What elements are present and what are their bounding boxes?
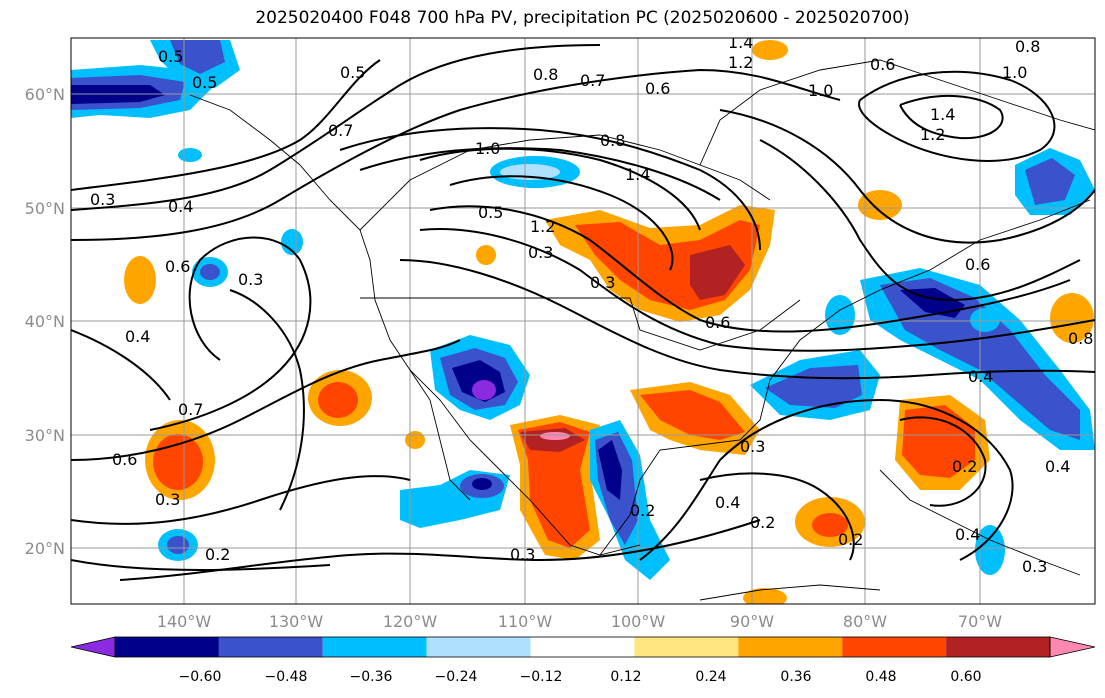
contour-label: 1.0 [475, 139, 500, 158]
colorbar [70, 636, 1096, 658]
lon-label-130w: 130°W [269, 612, 324, 631]
colorbar-tick: 0.48 [865, 669, 896, 685]
contour-label: 0.8 [600, 131, 625, 150]
contour-label: 1.4 [625, 165, 650, 184]
contour-label: 1.4 [930, 105, 955, 124]
colorbar-segment [842, 637, 947, 657]
colorbar-segment [218, 637, 323, 657]
contour-label: 0.3 [1022, 557, 1047, 576]
contour-label: 0.7 [580, 71, 605, 90]
contour-label: 1.2 [530, 217, 555, 236]
contour-label: 0.3 [528, 243, 553, 262]
contour-label: 0.7 [328, 121, 353, 140]
lon-label-70w: 70°W [958, 612, 1002, 631]
contour-label: 0.6 [645, 79, 670, 98]
colorbar-extend-high [1049, 636, 1096, 658]
contour-label: 0.3 [740, 437, 765, 456]
contour-label: 0.4 [1045, 457, 1070, 476]
colorbar-segment [946, 637, 1050, 657]
contour-label: 1.2 [920, 125, 945, 144]
colorbar-segment [322, 637, 427, 657]
lon-label-100w: 100°W [611, 612, 666, 631]
lon-label-90w: 90°W [730, 612, 774, 631]
map-frame [70, 37, 1096, 605]
contour-label: 0.6 [870, 55, 895, 74]
contour-label: 0.8 [1015, 37, 1040, 56]
contour-label: 0.4 [715, 493, 740, 512]
lon-label-80w: 80°W [843, 612, 887, 631]
contour-label: 0.3 [90, 190, 115, 209]
colorbar-segment [426, 637, 531, 657]
colorbar-tick: 0.24 [695, 669, 726, 685]
colorbar-tick: −0.36 [350, 669, 393, 685]
contour-label: 0.4 [955, 525, 980, 544]
contour-label: 0.2 [630, 501, 655, 520]
map-title: 2025020400 F048 700 hPa PV, precipitatio… [255, 8, 910, 28]
lat-label-30n: 30°N [25, 426, 65, 445]
contour-label: 0.2 [952, 457, 977, 476]
contour-label: 0.8 [1068, 329, 1093, 348]
colorbar-tick: −0.24 [435, 669, 478, 685]
colorbar-ticks: −0.60 −0.48 −0.36 −0.24 −0.12 0.12 0.24 … [179, 669, 982, 685]
lat-label-20n: 20°N [25, 539, 65, 558]
colorbar-tick: 0.36 [780, 669, 811, 685]
lon-label-120w: 120°W [383, 612, 438, 631]
colorbar-segment [634, 637, 739, 657]
colorbar-tick: −0.60 [179, 669, 222, 685]
contour-labels: 0.5 0.5 0.5 0.3 0.4 0.6 0.3 0.7 0.8 0.7 … [90, 33, 1093, 576]
colorbar-frame [114, 636, 1051, 658]
contour-label: 0.5 [158, 47, 183, 66]
map-area: 0.5 0.5 0.5 0.3 0.4 0.6 0.3 0.7 0.8 0.7 … [71, 33, 1095, 604]
contour-label: 0.4 [968, 367, 993, 386]
contour-label: 0.3 [155, 490, 180, 509]
lat-label-50n: 50°N [25, 199, 65, 218]
contour-label: 0.4 [125, 327, 150, 346]
contour-label: 1.0 [1002, 63, 1027, 82]
colorbar-tick: 0.12 [610, 669, 641, 685]
colorbar-extend-low [70, 636, 116, 658]
contour-label: 0.6 [705, 313, 730, 332]
contour-label: 0.3 [510, 545, 535, 564]
lon-label-140w: 140°W [157, 612, 212, 631]
contour-label: 0.4 [168, 197, 193, 216]
colorbar-segment [115, 637, 219, 657]
contour-label: 0.6 [965, 255, 990, 274]
colorbar-tick: −0.48 [265, 669, 308, 685]
contour-label: 0.5 [478, 203, 503, 222]
lon-labels: 140°W 130°W 120°W 110°W 100°W 90°W 80°W … [157, 612, 1002, 631]
lat-label-40n: 40°N [25, 312, 65, 331]
contour-label: 0.6 [112, 450, 137, 469]
contour-label: 0.2 [205, 545, 230, 564]
contour-label: 1.2 [728, 53, 753, 72]
colorbar-segment [530, 637, 635, 657]
lon-label-110w: 110°W [498, 612, 553, 631]
colorbar-tick: 0.60 [950, 669, 981, 685]
contour-label: 0.7 [178, 400, 203, 419]
colorbar-tick: −0.12 [520, 669, 563, 685]
lat-label-60n: 60°N [25, 85, 65, 104]
pv-contours [71, 44, 1095, 581]
contour-label: 0.2 [838, 530, 863, 549]
contour-label: 0.6 [165, 257, 190, 276]
contour-label: 0.8 [533, 65, 558, 84]
contour-label: 1.4 [728, 33, 753, 52]
contour-label: 0.2 [750, 513, 775, 532]
contour-label: 0.3 [590, 273, 615, 292]
contour-label: 0.3 [238, 270, 263, 289]
precip-anomaly-shading [71, 40, 1095, 604]
contour-label: 0.5 [340, 63, 365, 82]
graticule [71, 38, 1095, 604]
lat-labels: 60°N 50°N 40°N 30°N 20°N [25, 85, 65, 558]
contour-label: 0.5 [192, 73, 217, 92]
contour-label: 1.0 [808, 81, 833, 100]
colorbar-segment [738, 637, 843, 657]
